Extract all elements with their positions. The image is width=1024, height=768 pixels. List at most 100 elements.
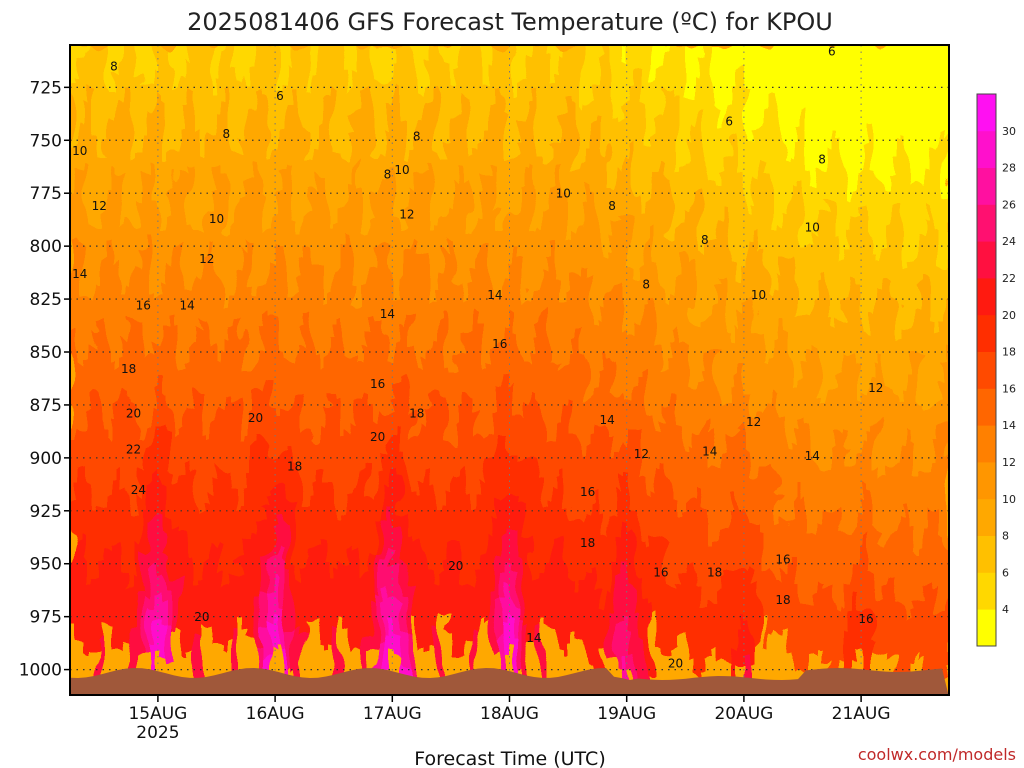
contour-label: 10 [556, 186, 571, 200]
colorbar-label: 4 [1002, 603, 1009, 616]
x-tick-label: 18AUG [480, 704, 539, 724]
colorbar-label: 18 [1002, 346, 1016, 359]
dotted-grid [70, 45, 949, 695]
colorbar-label: 28 [1002, 162, 1016, 175]
y-tick-label: 800 [30, 237, 62, 257]
contour-label: 16 [370, 377, 385, 391]
x-tick-label: 16AUG [246, 704, 305, 724]
contour-label: 14 [805, 449, 820, 463]
colorbar-swatch [977, 130, 996, 168]
contour-label: 12 [746, 415, 761, 429]
contour-label: 10 [209, 212, 224, 226]
y-tick-label: 725 [30, 78, 62, 98]
colorbar-label: 16 [1002, 382, 1016, 395]
contour-label: 10 [72, 144, 87, 158]
colorbar-swatch [977, 535, 996, 573]
colorbar-swatch [977, 278, 996, 316]
contour-label: 16 [653, 565, 668, 579]
y-tick-label: 825 [30, 290, 62, 310]
contour-label: 18 [707, 565, 722, 579]
contour-label: 20 [668, 656, 683, 670]
y-tick-label: 900 [30, 449, 62, 469]
colorbar-swatch [977, 94, 996, 132]
contour-label: 10 [394, 163, 409, 177]
colorbar-swatch [977, 498, 996, 536]
terrain-ground [70, 668, 949, 695]
temperature-field [70, 45, 949, 694]
colorbar-label: 24 [1002, 235, 1016, 248]
contour-label: 6 [828, 45, 836, 59]
contour-label: 20 [248, 411, 263, 425]
contour-label: 14 [380, 307, 395, 321]
colorbar-swatch [977, 167, 996, 205]
credit-text: coolwx.com/models [858, 745, 1016, 764]
colorbar-swatch [977, 314, 996, 352]
contour-label: 8 [642, 277, 650, 291]
contour-label: 14 [72, 267, 87, 281]
colorbar-swatch [977, 462, 996, 500]
contour-label: 20 [126, 407, 141, 421]
contour-labels: 8666888888810101010101012121212121214141… [72, 45, 883, 671]
contour-label: 14 [600, 413, 615, 427]
y-tick-label: 850 [30, 343, 62, 363]
y-tick-label: 775 [30, 184, 62, 204]
colorbar-swatch [977, 572, 996, 610]
colorbar-label: 20 [1002, 309, 1016, 322]
contour-label: 18 [121, 362, 136, 376]
contour-label: 12 [199, 252, 214, 266]
colorbar-swatch [977, 425, 996, 463]
chart-title: 2025081406 GFS Forecast Temperature (ºC)… [187, 8, 833, 36]
contour-label: 12 [399, 208, 414, 222]
y-tick-label: 1000 [19, 661, 62, 681]
colorbar-label: 10 [1002, 493, 1016, 506]
contour-label: 20 [370, 430, 385, 444]
contour-label: 8 [413, 129, 421, 143]
colorbar: 4 6 8 10 12 14 16 18 20 22 24 26 28 30 [976, 93, 1016, 647]
contour-label: 12 [634, 447, 649, 461]
contour-label: 18 [287, 460, 302, 474]
colorbar-swatch [977, 241, 996, 279]
contour-label: 22 [126, 443, 141, 457]
x-tick-label: 15AUG [128, 704, 187, 724]
contour-label: 18 [775, 593, 790, 607]
contour-label: 20 [194, 610, 209, 624]
contour-label: 16 [136, 299, 151, 313]
contour-label: 18 [409, 407, 424, 421]
x-tick-label: 17AUG [363, 704, 422, 724]
contour-label: 20 [448, 559, 463, 573]
colorbar-label: 14 [1002, 419, 1016, 432]
contour-label: 8 [818, 153, 826, 167]
y-tick-label: 875 [30, 396, 62, 416]
contour-label: 14 [526, 631, 541, 645]
contour-label: 12 [92, 199, 107, 213]
colorbar-label: 22 [1002, 272, 1016, 285]
contour-label: 8 [384, 167, 392, 181]
x-axis-title: Forecast Time (UTC) [414, 748, 605, 768]
contour-label: 8 [110, 59, 118, 73]
contour-label: 10 [751, 288, 766, 302]
y-tick-label: 750 [30, 131, 62, 151]
colorbar-label: 30 [1002, 125, 1016, 138]
contour-label: 24 [131, 483, 146, 497]
y-tick-label: 975 [30, 608, 62, 628]
colorbar-swatch [977, 609, 996, 647]
y-tick-label: 925 [30, 502, 62, 522]
colorbar-label: 12 [1002, 456, 1016, 469]
colorbar-swatch [977, 351, 996, 389]
contour-label: 12 [868, 381, 883, 395]
contour-label: 14 [180, 299, 195, 313]
x-tick-sublabel: 2025 [136, 723, 179, 743]
colorbar-label: 6 [1002, 566, 1009, 579]
colorbar-swatch [977, 388, 996, 426]
contour-label: 16 [492, 337, 507, 351]
contour-label: 16 [580, 485, 595, 499]
contour-label: 16 [775, 553, 790, 567]
x-tick-label: 20AUG [714, 704, 773, 724]
contour-label: 8 [608, 199, 616, 213]
contour-label: 10 [805, 220, 820, 234]
x-tick-label: 21AUG [832, 704, 891, 724]
contour-label: 6 [276, 89, 284, 103]
colorbar-label: 8 [1002, 530, 1009, 543]
